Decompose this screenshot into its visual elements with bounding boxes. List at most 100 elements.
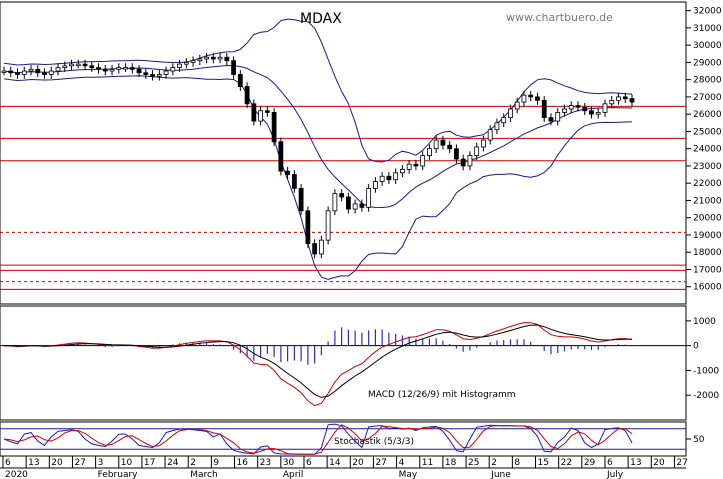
macd-panel-frame — [0, 305, 687, 421]
candle-body — [467, 155, 473, 167]
price-panel-frame — [0, 1, 687, 305]
chart-title: MDAX — [300, 11, 342, 27]
candle-body — [1, 70, 7, 73]
macd-label: MACD (12/26/9) mit Histogramm — [368, 390, 516, 400]
candle-body — [231, 60, 236, 75]
candle-body — [332, 193, 338, 212]
candle-body — [514, 101, 520, 110]
candle-body — [244, 86, 250, 105]
x-month-label: March — [190, 470, 217, 479]
x-month-label: April — [283, 470, 304, 479]
candle-body — [183, 62, 189, 65]
candle-body — [129, 67, 135, 70]
candle-body — [393, 172, 399, 181]
candle-body — [62, 65, 68, 68]
x-tick-label: 27 — [676, 458, 687, 468]
price-y-tick-label: 30000 — [693, 41, 722, 51]
candle-body — [271, 112, 277, 143]
candle-body — [96, 67, 101, 70]
x-month-label: February — [98, 470, 139, 479]
x-tick-label: 20 — [352, 458, 364, 468]
candle-body — [555, 112, 561, 122]
macd-y-axis: 1000 0 -1000 -2000 — [686, 317, 719, 401]
candle-body — [609, 99, 615, 105]
candle-body — [89, 65, 95, 68]
x-tick-label: 6 — [607, 458, 613, 468]
candle-body — [575, 105, 581, 108]
candle-body — [535, 96, 540, 101]
price-y-tick-label: 20000 — [693, 214, 722, 224]
candle-body — [622, 96, 628, 100]
price-y-tick-label: 16000 — [693, 283, 722, 293]
candle-body — [548, 117, 554, 122]
candle-body — [372, 181, 378, 189]
candle-body — [55, 67, 61, 72]
x-tick-label: 20 — [653, 458, 665, 468]
candle-body — [406, 163, 412, 170]
candle-body — [595, 112, 601, 115]
candle-body — [427, 148, 432, 156]
candle-body — [481, 139, 486, 148]
candle-body — [298, 187, 304, 212]
candle-body — [366, 187, 372, 208]
candle-body — [15, 72, 20, 75]
candle-body — [359, 203, 365, 208]
price-y-tick-label: 18000 — [693, 248, 722, 258]
x-tick-label: 8 — [514, 458, 520, 468]
candle-body — [224, 56, 230, 62]
candle-body — [420, 155, 426, 167]
candle-body — [237, 74, 243, 87]
price-y-tick-label: 19000 — [693, 231, 722, 241]
x-tick-label: 17 — [144, 458, 155, 468]
price-y-tick-label: 25000 — [693, 127, 722, 137]
x-tick-label: 13 — [630, 458, 641, 468]
candle-body — [278, 141, 284, 172]
stoch-label: Stochastik (5/3/3) — [334, 437, 414, 447]
x-tick-label: 6 — [5, 458, 11, 468]
candle-body — [48, 70, 54, 75]
x-tick-label: 18 — [445, 458, 457, 468]
x-tick-label: 22 — [561, 458, 572, 468]
candle-body — [318, 239, 324, 255]
candle-body — [487, 129, 493, 141]
x-axis: 6 13 20 27 3 10 17 24 2 9 16 23 30 6 14 20 27 4 11 18 25 2 8 15… — [0, 456, 688, 479]
x-month-label: May — [399, 470, 418, 479]
bollinger-bands — [3, 18, 633, 280]
x-month-label: 2020 — [5, 470, 28, 479]
x-tick-label: 29 — [584, 458, 596, 468]
price-y-tick-label: 21000 — [693, 196, 722, 206]
x-tick-label: 23 — [260, 458, 271, 468]
x-tick-label: 4 — [399, 458, 405, 468]
candle-body — [258, 110, 264, 122]
candle-body — [589, 110, 594, 115]
candle-body — [136, 68, 142, 74]
x-month-label: June — [490, 470, 511, 479]
candle-body — [413, 163, 419, 167]
candle-body — [116, 67, 122, 70]
candle-body — [501, 117, 507, 124]
candle-body — [440, 139, 446, 146]
x-tick-label: 6 — [306, 458, 312, 468]
candle-body — [163, 70, 169, 75]
stoch-k-line — [3, 423, 633, 455]
x-axis-months: 2020 February March April May June July — [0, 467, 686, 479]
candle-body — [447, 144, 453, 150]
candle-body — [109, 68, 115, 72]
x-axis-ticks: 6 13 20 27 3 10 17 24 2 9 16 23 30 6 14 20 27 4 11 18 25 2 8 15… — [2, 456, 688, 468]
candle-body — [150, 74, 155, 77]
price-y-tick-label: 24000 — [693, 145, 722, 155]
candle-body — [291, 174, 297, 189]
candle-body — [21, 70, 27, 75]
x-tick-label: 27 — [375, 458, 386, 468]
candle-body — [8, 70, 14, 74]
x-tick-label: 3 — [98, 458, 104, 468]
x-tick-label: 30 — [283, 458, 295, 468]
price-y-tick-label: 22000 — [693, 179, 722, 189]
candle-body — [454, 148, 459, 160]
candle-body — [474, 146, 480, 156]
candle-body — [460, 158, 466, 167]
stoch-y-tick-label: 50 — [693, 435, 705, 445]
price-y-tick-label: 23000 — [693, 162, 722, 172]
x-tick-label: 10 — [121, 458, 133, 468]
